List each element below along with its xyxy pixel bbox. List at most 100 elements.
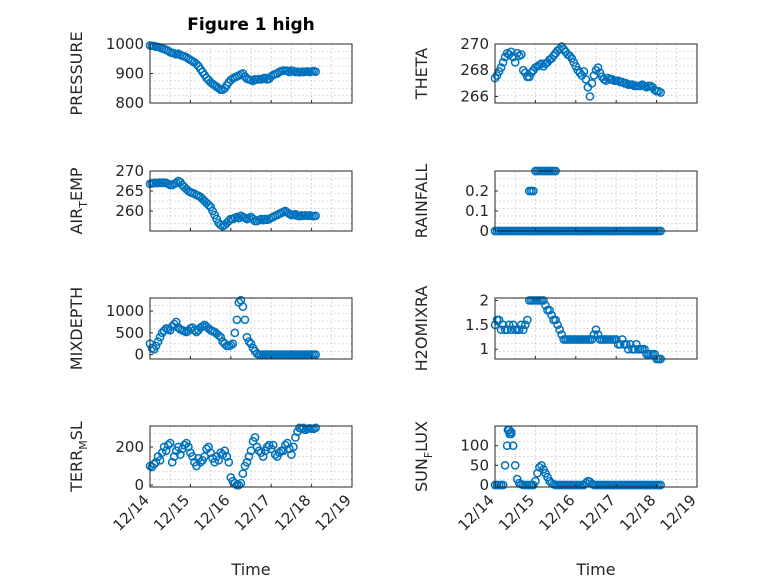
grid (494, 426, 698, 487)
subplot-4: 0 0.1 0.2 RAINFALL (412, 164, 698, 240)
data-point (630, 344, 639, 354)
x-tick-label: 12/14 (455, 491, 498, 534)
data-point (529, 186, 538, 196)
y-tick-label: 0 (479, 476, 489, 494)
data-point (196, 457, 205, 467)
data-point (214, 455, 224, 465)
x-tick-label: 12/15 (150, 491, 193, 534)
data-point (230, 328, 240, 338)
data-point (220, 446, 230, 456)
data-point (506, 325, 516, 335)
data-point (210, 457, 219, 467)
data-point (623, 344, 633, 354)
data-point (299, 423, 308, 433)
data-point (238, 302, 248, 312)
data-point (246, 339, 256, 349)
data-point (206, 448, 215, 458)
y-tick-label: 1.5 (465, 316, 489, 334)
data-point (585, 92, 595, 101)
subplot-2: 266 268 270 THETA (412, 35, 698, 105)
y-tick-label: 0.1 (465, 202, 489, 220)
y-tick-label: 900 (115, 65, 144, 83)
series-markers (145, 176, 320, 231)
data-point (591, 325, 601, 335)
data-point (151, 457, 161, 467)
data-point (260, 73, 270, 83)
axes-frame (494, 170, 698, 232)
series-markers (490, 42, 665, 101)
data-point (545, 305, 554, 315)
y-axis-label: AIRTEMP (67, 167, 90, 234)
axes-frame (494, 43, 698, 104)
data-point (518, 325, 528, 335)
x-axis-label: Time (575, 560, 615, 579)
y-axis-label: H2OMIXRA (412, 286, 431, 372)
y-axis-label: PRESSURE (67, 31, 86, 115)
data-point (234, 213, 244, 223)
data-point (159, 326, 169, 336)
data-point (500, 461, 510, 470)
data-point (496, 63, 506, 72)
data-point (175, 450, 185, 459)
data-point (167, 457, 177, 467)
grid (149, 426, 353, 487)
series-markers (490, 166, 665, 236)
data-point (311, 350, 320, 359)
axes-frame (494, 425, 698, 488)
data-point (520, 320, 530, 330)
grid (494, 298, 698, 359)
x-tick-label: 12/16 (535, 491, 578, 534)
data-point (161, 446, 171, 456)
data-point (222, 452, 232, 461)
series-markers (490, 296, 665, 364)
data-point (157, 448, 167, 458)
x-tick-label: 12/19 (657, 491, 700, 534)
data-point (510, 58, 520, 67)
data-point (184, 442, 193, 452)
data-point (311, 67, 320, 77)
series-markers (490, 425, 665, 490)
data-point (285, 67, 294, 77)
data-point (153, 337, 163, 346)
data-point (274, 448, 284, 458)
y-tick-label: 265 (115, 182, 144, 200)
data-point (553, 320, 562, 330)
data-point (165, 438, 175, 448)
axes-frame (149, 170, 353, 232)
data-point (244, 452, 254, 461)
axes-frame (149, 425, 353, 488)
data-point (155, 332, 165, 342)
x-tick-label: 12/18 (271, 491, 314, 534)
y-tick-label: 50 (470, 456, 489, 474)
data-point (250, 433, 260, 442)
data-point (535, 462, 544, 472)
x-tick-label: 12/14 (110, 491, 153, 534)
data-point (270, 450, 280, 459)
data-point (498, 58, 508, 67)
data-point (516, 320, 526, 330)
data-point (268, 440, 278, 450)
series-markers (145, 295, 320, 359)
data-point (656, 88, 665, 97)
data-point (283, 438, 292, 448)
data-point (163, 440, 173, 450)
data-point (615, 340, 625, 349)
x-tick-label: 12/17 (576, 491, 619, 534)
y-tick-label: 100 (460, 437, 489, 455)
data-point (516, 50, 526, 59)
data-point (510, 461, 520, 470)
x-tick-label: 12/19 (312, 491, 355, 534)
data-point (311, 211, 320, 221)
data-point (204, 442, 213, 452)
data-point (242, 332, 252, 342)
data-point (238, 469, 248, 479)
data-point (502, 441, 512, 451)
data-point (151, 341, 161, 351)
data-point (287, 450, 296, 459)
data-point (508, 441, 518, 451)
data-point (214, 331, 224, 340)
data-point (551, 315, 560, 325)
